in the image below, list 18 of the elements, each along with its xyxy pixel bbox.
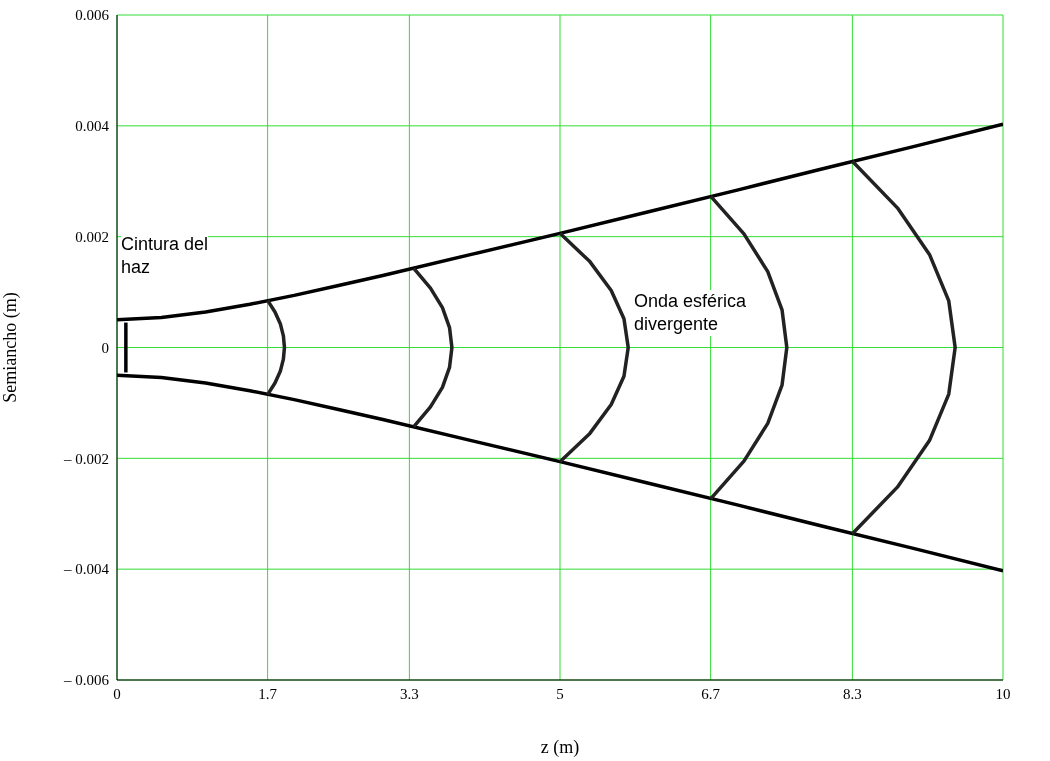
y-tick-label: 0.002 bbox=[75, 228, 109, 245]
y-tick-label: 0.006 bbox=[75, 7, 110, 24]
x-axis-title: z (m) bbox=[540, 737, 580, 758]
annotation: Cintura del haz bbox=[121, 233, 209, 279]
y-axis-title: Semiancho (m) bbox=[0, 292, 22, 403]
x-tick-label: 5 bbox=[556, 685, 564, 702]
x-tick-label: 1.7 bbox=[258, 685, 278, 702]
x-tick-label: 6.7 bbox=[701, 685, 721, 702]
x-tick-label: 3.3 bbox=[400, 685, 419, 702]
y-tick-label: – 0.002 bbox=[63, 450, 109, 467]
x-tick-label: 0 bbox=[113, 685, 121, 702]
y-tick-label: – 0.006 bbox=[63, 672, 110, 689]
y-tick-label: 0 bbox=[101, 339, 109, 356]
x-tick-label: 8.3 bbox=[843, 685, 862, 702]
x-tick-label: 10 bbox=[995, 685, 1011, 702]
y-tick-label: 0.004 bbox=[75, 118, 110, 135]
y-tick-label: – 0.004 bbox=[63, 561, 110, 578]
annotation: Onda esférica divergente bbox=[634, 290, 747, 336]
